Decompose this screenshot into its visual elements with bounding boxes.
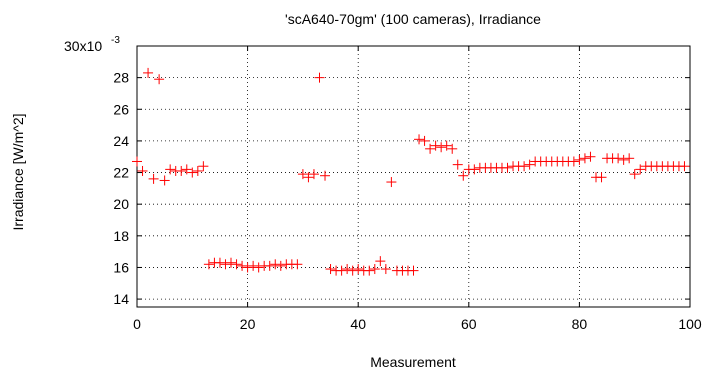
data-point xyxy=(220,259,231,270)
data-point xyxy=(353,264,364,275)
x-tick-label: 20 xyxy=(240,316,256,332)
data-point xyxy=(458,170,469,181)
data-point xyxy=(375,256,386,267)
data-point xyxy=(380,264,391,275)
data-point xyxy=(242,262,253,273)
data-point xyxy=(624,153,635,164)
x-tick-label: 100 xyxy=(678,316,702,332)
axis-ticks xyxy=(136,46,691,307)
x-tick-label: 60 xyxy=(461,316,477,332)
data-point xyxy=(203,259,214,270)
data-point xyxy=(320,170,331,181)
x-axis-label: Measurement xyxy=(370,354,456,370)
data-point xyxy=(579,153,590,164)
data-point xyxy=(165,164,176,175)
data-point xyxy=(408,265,419,276)
data-point xyxy=(297,169,308,180)
data-point xyxy=(635,164,646,175)
data-point xyxy=(452,159,463,170)
y-tick-labels: 14 16 18 20 22 24 26 28 xyxy=(113,70,129,307)
data-point xyxy=(364,265,375,276)
data-point xyxy=(314,72,325,83)
data-point xyxy=(430,140,441,151)
data-point xyxy=(137,165,148,176)
y-tick-label: 18 xyxy=(113,228,129,244)
grid-lines xyxy=(136,46,691,307)
data-point xyxy=(237,260,248,271)
plot-frame xyxy=(136,45,691,308)
data-point xyxy=(629,169,640,180)
x-tick-label: 80 xyxy=(572,316,588,332)
data-point xyxy=(270,259,281,270)
data-point xyxy=(441,140,452,151)
data-point xyxy=(292,259,303,270)
data-point xyxy=(502,162,513,173)
y-tick-label: 22 xyxy=(113,165,129,181)
y-tick-label: 16 xyxy=(113,259,129,275)
y-tick-label: 14 xyxy=(113,291,129,307)
data-point xyxy=(275,260,286,271)
data-point xyxy=(679,161,690,172)
data-point xyxy=(414,134,425,145)
data-point xyxy=(198,161,209,172)
data-point xyxy=(176,165,187,176)
data-point xyxy=(181,164,192,175)
data-point xyxy=(154,74,165,85)
x-tick-label: 40 xyxy=(350,316,366,332)
data-points xyxy=(132,67,690,276)
data-point xyxy=(436,142,447,153)
data-point xyxy=(148,173,159,184)
data-point xyxy=(264,260,275,271)
data-point xyxy=(469,164,480,175)
x-tick-labels: 0 20 40 60 80 100 xyxy=(133,316,702,332)
y-scale-factor: 30x10 -3 xyxy=(64,35,120,54)
y-scale-label: 30x10 xyxy=(64,38,102,54)
y-tick-label: 20 xyxy=(113,196,129,212)
data-point xyxy=(325,264,336,275)
data-point xyxy=(386,177,397,188)
y-tick-label: 28 xyxy=(113,70,129,86)
data-point xyxy=(568,156,579,167)
data-point xyxy=(159,175,170,186)
data-point xyxy=(613,153,624,164)
data-point xyxy=(248,260,259,271)
data-point xyxy=(253,262,264,273)
x-tick-label: 0 xyxy=(133,316,141,332)
data-point xyxy=(347,265,358,276)
y-axis-label: Irradiance [W/m^2] xyxy=(10,113,26,230)
data-point xyxy=(143,67,154,78)
data-point xyxy=(596,172,607,183)
data-point xyxy=(132,156,142,167)
data-point xyxy=(308,169,319,180)
data-point xyxy=(187,167,198,178)
chart-title: 'scA640-70gm' (100 cameras), Irradiance xyxy=(285,11,541,27)
data-point xyxy=(192,165,203,176)
data-point xyxy=(231,259,242,270)
data-point xyxy=(585,151,596,162)
y-tick-label: 26 xyxy=(113,101,129,117)
y-tick-label: 24 xyxy=(113,133,129,149)
data-point xyxy=(303,172,314,183)
data-point xyxy=(214,257,225,268)
y-scale-exponent: -3 xyxy=(111,35,120,46)
data-point xyxy=(419,135,430,146)
data-point xyxy=(574,154,585,165)
data-point xyxy=(369,264,380,275)
data-point xyxy=(425,143,436,154)
data-point xyxy=(447,143,458,154)
data-point xyxy=(519,161,530,172)
data-point xyxy=(336,265,347,276)
data-point xyxy=(524,159,535,170)
data-point xyxy=(226,257,237,268)
data-point xyxy=(342,264,353,275)
data-point xyxy=(618,154,629,165)
